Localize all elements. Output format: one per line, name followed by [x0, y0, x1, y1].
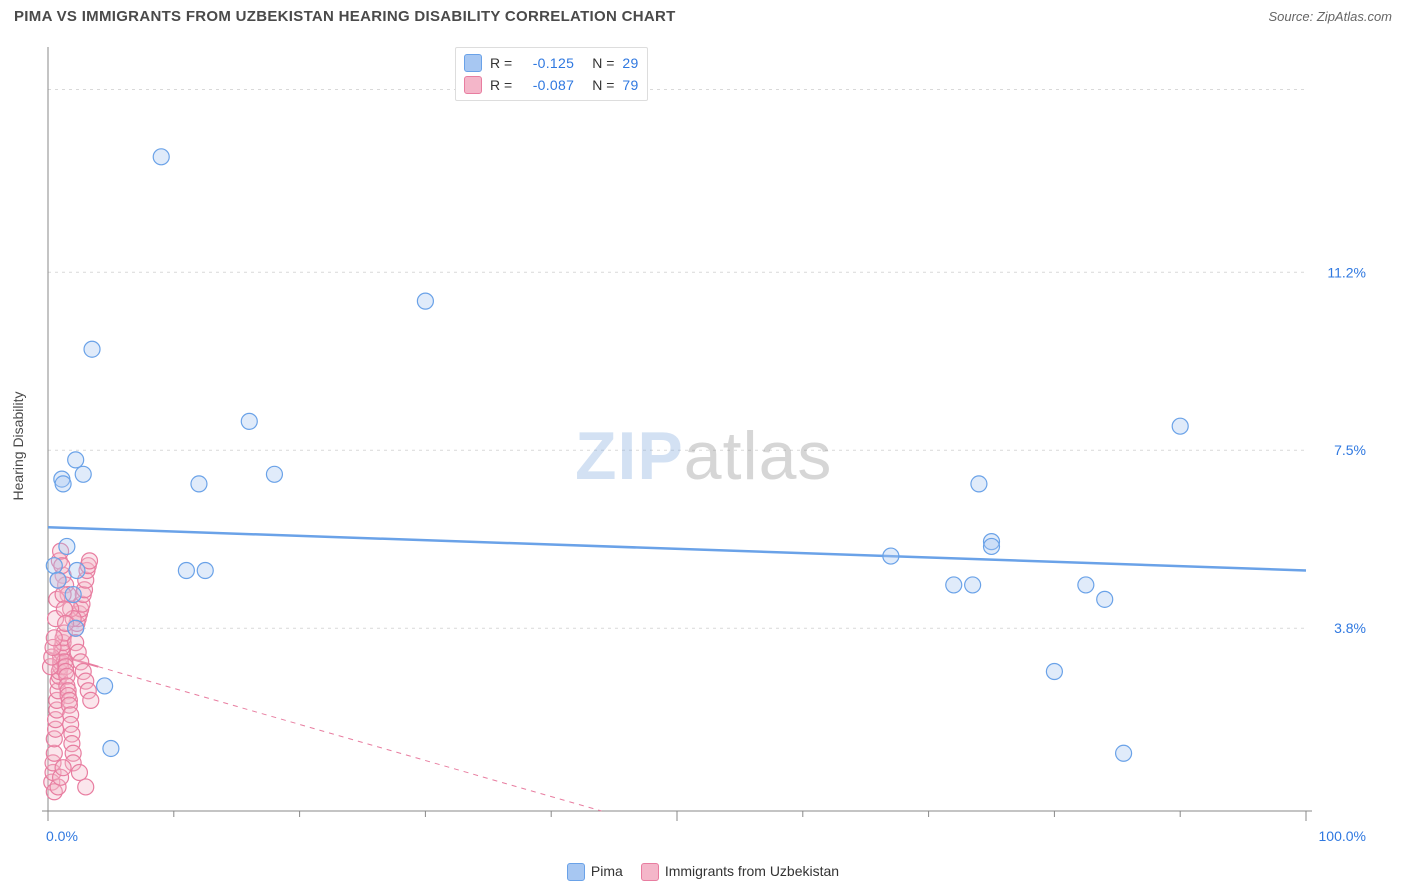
svg-text:0.0%: 0.0% [46, 828, 78, 844]
r-value: -0.125 [520, 52, 574, 74]
legend-swatch [567, 863, 585, 881]
series-legend: Pima Immigrants from Uzbekistan [0, 863, 1406, 881]
correlation-legend: R = -0.125 N = 29 R = -0.087 N = 79 [455, 47, 648, 101]
scatter-chart: 3.8% 7.5% 11.2% 0.0% 100.0% [0, 31, 1406, 861]
chart-title: PIMA VS IMMIGRANTS FROM UZBEKISTAN HEARI… [14, 8, 676, 25]
plot-area: Hearing Disability 3.8% 7.5% 11.2% 0.0% 100.… [0, 31, 1406, 861]
svg-text:100.0%: 100.0% [1319, 828, 1366, 844]
legend-item: Pima [567, 863, 623, 881]
n-label: N = [592, 74, 614, 96]
n-value: 29 [622, 52, 638, 74]
r-label: R = [490, 52, 512, 74]
svg-text:3.8%: 3.8% [1334, 620, 1366, 636]
legend-swatch [464, 76, 482, 94]
legend-swatch [464, 54, 482, 72]
legend-label: Pima [591, 863, 623, 879]
source-citation: Source: ZipAtlas.com [1268, 9, 1392, 24]
legend-item: Immigrants from Uzbekistan [641, 863, 839, 881]
correlation-row: R = -0.125 N = 29 [464, 52, 639, 74]
n-label: N = [592, 52, 614, 74]
y-axis-title: Hearing Disability [10, 392, 26, 501]
r-label: R = [490, 74, 512, 96]
svg-text:7.5%: 7.5% [1334, 442, 1366, 458]
r-value: -0.087 [520, 74, 574, 96]
legend-swatch [641, 863, 659, 881]
n-value: 79 [622, 74, 638, 96]
correlation-row: R = -0.087 N = 79 [464, 74, 639, 96]
svg-text:11.2%: 11.2% [1327, 264, 1366, 280]
legend-label: Immigrants from Uzbekistan [665, 863, 839, 879]
